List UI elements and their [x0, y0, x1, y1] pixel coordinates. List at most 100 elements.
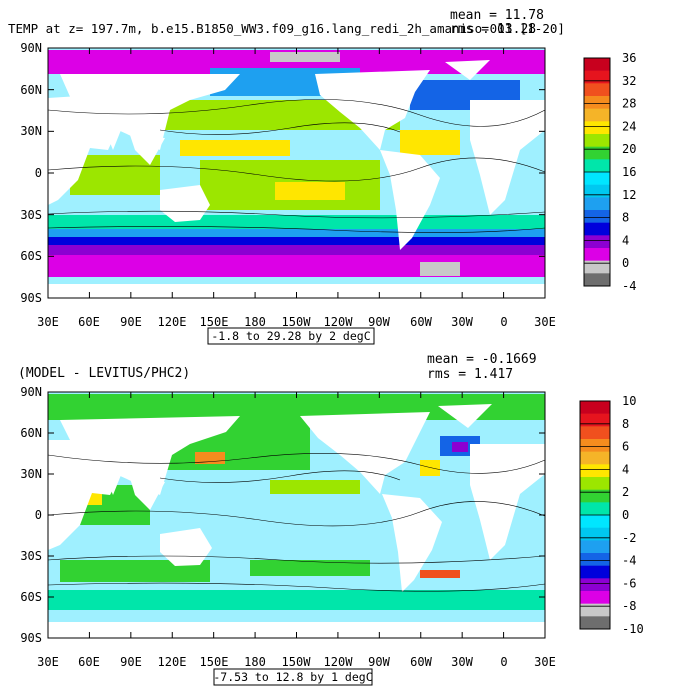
bottom-lon-label: 150E [200, 655, 229, 669]
colorbar-swatch [580, 591, 610, 604]
top-lon-label: 180 [244, 315, 266, 329]
top-band-equatorial-indian [70, 155, 160, 195]
colorbar-label: 16 [622, 165, 636, 179]
top-contour-1 [47, 99, 546, 127]
top-lon-label: 120E [158, 315, 187, 329]
colorbar-swatch [580, 515, 610, 528]
top-land-africa-east [470, 100, 545, 215]
top-land-north-america [315, 70, 430, 150]
colorbar-label: -2 [622, 531, 636, 545]
colorbar-swatch [584, 96, 610, 109]
colorbar-label: 8 [622, 211, 629, 225]
bottom-lon-labels: 30E 60E 90E 120E 150E 180 150W 120W 90W … [37, 655, 556, 669]
bottom-ticks [47, 391, 546, 639]
colorbar-label: 10 [622, 394, 636, 408]
bottom-lon-label: 0 [500, 655, 507, 669]
colorbar-swatch [580, 464, 610, 478]
top-lat-label: 30S [20, 208, 42, 222]
colorbar-swatch [584, 58, 610, 71]
top-lon-label: 0 [500, 315, 507, 329]
bottom-band-subtropics [270, 480, 360, 494]
bottom-lat-label: 0 [35, 508, 42, 522]
bottom-lon-label: 150W [282, 655, 312, 669]
colorbar-label: 0 [622, 256, 629, 270]
colorbar-label: -4 [622, 279, 636, 293]
top-band-southern-cool [48, 229, 545, 237]
colorbar-swatch [580, 540, 610, 554]
bottom-lon-label: 120E [158, 655, 187, 669]
bottom-lon-label: 90W [368, 655, 390, 669]
colorbar-swatch [580, 565, 610, 579]
bottom-land-south-america [382, 494, 442, 592]
bottom-range-box: -7.53 to 12.8 by 1 degC [213, 668, 373, 686]
bottom-lon-label: 90E [120, 655, 142, 669]
colorbar-swatch [584, 184, 610, 198]
bottom-lat-label: 90N [20, 385, 42, 399]
top-band-antarctic-margin [48, 255, 545, 277]
colorbar-label: -10 [622, 622, 644, 636]
colorbar-label: 4 [622, 233, 629, 247]
bottom-panel: (MODEL - LEVITUS/PHC2) mean = -0.1669 rm… [18, 352, 644, 686]
bottom-land-greenland [438, 404, 492, 428]
colorbar-swatch [580, 502, 610, 516]
colorbar-swatch [584, 70, 610, 84]
top-range-frame [207, 327, 375, 345]
colorbar-swatch [584, 197, 610, 211]
top-range-label: -1.8 to 29.28 by 2 degC [211, 329, 370, 343]
colorbar-swatch [584, 260, 610, 274]
bottom-lon-label: 60E [78, 655, 100, 669]
bottom-band-southern [48, 590, 545, 610]
bottom-lon-label: 30E [534, 655, 556, 669]
top-ticks [47, 47, 546, 299]
top-lat-label: 0 [35, 166, 42, 180]
bottom-contour-lines [47, 453, 546, 592]
colorbar-swatch [580, 401, 610, 414]
colorbar-label: 24 [622, 119, 636, 133]
top-contour-3 [47, 210, 546, 219]
top-contour-lines [47, 99, 546, 233]
top-land-india [100, 118, 125, 150]
bottom-lon-label: 30W [451, 655, 473, 669]
colorbar-label: 12 [622, 188, 636, 202]
colorbar-label: 0 [622, 508, 629, 522]
bottom-lat-labels: 90N 60N 30N 0 30S 60S 90S [20, 385, 42, 645]
top-panel-rms: rms = 13.28 [450, 22, 536, 37]
top-lat-labels: 90N 60N 30N 0 30S 60S 90S [20, 41, 42, 305]
colorbar-swatch [580, 413, 610, 427]
bottom-lon-label: 30E [37, 655, 59, 669]
colorbar-label: 8 [622, 417, 629, 431]
colorbar-swatch [580, 489, 610, 503]
top-colorbar: 36 32 28 24 20 16 12 8 4 0 -4 [583, 51, 636, 293]
bottom-lon-label: 180 [244, 655, 266, 669]
bottom-range-frame [213, 668, 373, 686]
top-band-southern-cold [48, 237, 545, 245]
bottom-contour-5 [159, 470, 401, 483]
bottom-band-north-atlantic-core [452, 442, 468, 452]
bottom-contour-4 [47, 582, 546, 592]
bottom-land-europe-asia [60, 416, 240, 495]
top-contour-2 [47, 157, 546, 182]
bottom-land-north-america [300, 412, 430, 494]
colorbar-label: 2 [622, 485, 629, 499]
colorbar-label: 32 [622, 74, 636, 88]
top-band-ice-gray [420, 262, 460, 276]
colorbar-swatch [584, 235, 610, 249]
colorbar-swatch [580, 616, 610, 630]
bottom-lat-label: 60N [20, 426, 42, 440]
top-lon-label: 60E [78, 315, 100, 329]
top-contour-4 [47, 226, 546, 233]
bottom-contour-2 [47, 501, 546, 527]
colorbar-swatch [580, 439, 610, 452]
bottom-lat-label: 60S [20, 590, 42, 604]
top-land-greenland [445, 60, 490, 80]
colorbar-label: 6 [622, 440, 629, 454]
bottom-contour-1 [47, 453, 546, 474]
top-lon-label: 90E [120, 315, 142, 329]
bottom-band-south-pacific [250, 560, 370, 576]
top-lon-label: 30W [451, 315, 473, 329]
bottom-band-brazil-malvinas [420, 570, 460, 578]
colorbar-swatch [584, 248, 610, 261]
colorbar-swatch [580, 426, 610, 440]
colorbar-swatch [584, 134, 610, 147]
